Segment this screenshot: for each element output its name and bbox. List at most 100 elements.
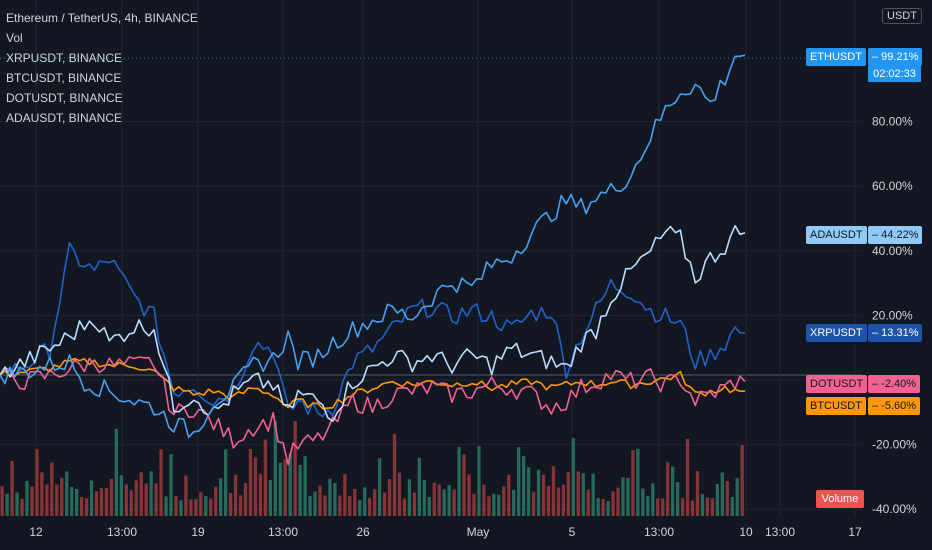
volume-bar (621, 477, 625, 516)
volume-bar (482, 484, 486, 516)
volume-bar (566, 472, 570, 516)
volume-bar (169, 454, 173, 516)
x-tick-label: 13:00 (107, 525, 137, 539)
y-tick-label: 60.00% (872, 179, 913, 193)
price-tag-value: – 13.31% (868, 324, 923, 342)
volume-bar (219, 478, 223, 516)
volume-bar (159, 449, 163, 516)
volume-bar (417, 457, 421, 516)
volume-bar (224, 449, 228, 516)
volume-bar (238, 495, 243, 516)
series-lines (0, 54, 746, 466)
volume-bar (253, 457, 258, 516)
volume-bar (392, 433, 397, 516)
y-tick-label: 80.00% (872, 115, 913, 129)
volume-bar (70, 486, 74, 516)
legend-xrp[interactable]: XRPUSDT, BINANCE (6, 51, 123, 65)
price-tag-name: DOTUSDT (806, 375, 868, 393)
y-tick-label: -20.00% (872, 438, 917, 452)
volume-bar (129, 490, 133, 516)
price-tag-value: – 99.21% (868, 48, 923, 66)
volume-bar (641, 488, 645, 516)
volume-bar (373, 489, 377, 516)
volume-bar (109, 478, 114, 516)
volume-bar (363, 487, 367, 516)
volume-bar (139, 472, 143, 516)
volume-bar (209, 498, 213, 516)
series-line-btcusdt (0, 357, 746, 410)
volume-bar (596, 497, 600, 516)
volume-bar (243, 482, 248, 516)
volume-bar (149, 471, 153, 516)
legend-dot[interactable]: DOTUSDT, BINANCE (6, 91, 123, 105)
volume-bar (313, 491, 317, 516)
volume-bar (40, 472, 44, 516)
volume-bar (164, 496, 168, 516)
y-tick-label: 20.00% (872, 308, 913, 322)
volume-bar (89, 480, 94, 516)
volume-bar (397, 472, 402, 516)
legend-ada[interactable]: ADAUSDT, BINANCE (6, 111, 123, 125)
volume-bar (333, 483, 337, 516)
volume-bar (214, 486, 218, 516)
volume-bar (675, 481, 680, 516)
volume-bar (328, 478, 332, 516)
legend-btc[interactable]: BTCUSDT, BINANCE (6, 71, 122, 85)
volume-bar (671, 466, 675, 516)
volume-bar (343, 474, 347, 516)
x-tick-label: 12 (29, 525, 43, 539)
volume-bar (472, 493, 476, 516)
volume-bar (442, 489, 446, 516)
currency-button[interactable]: USDT (882, 8, 922, 24)
volume-bar (99, 487, 104, 516)
volume-bar (194, 499, 198, 516)
volume-bar (402, 498, 407, 516)
eth-countdown: 02:02:33 (868, 66, 921, 82)
price-tag-name: BTCUSDT (806, 397, 866, 415)
volume-bar (606, 500, 610, 516)
x-tick-label: 19 (191, 525, 205, 539)
volume-bar (407, 479, 412, 516)
volume-bar (541, 474, 546, 516)
volume-bar (5, 493, 9, 516)
x-axis: 12 13:00 19 13:00 26 May 5 13:00 10 13:00 17 (29, 525, 862, 539)
legend-vol[interactable]: Vol (6, 31, 23, 45)
volume-bar (204, 496, 208, 516)
x-tick-label: May (467, 525, 490, 539)
volume-bar (79, 496, 84, 516)
volume-bar (432, 482, 436, 516)
volume-bar (611, 491, 615, 516)
volume-bar (512, 489, 516, 516)
volume-bar (616, 487, 620, 516)
volume-label: Volume (816, 490, 864, 508)
price-tag-value: – 44.22% (868, 226, 923, 244)
volume-bar (546, 486, 551, 516)
volume-bar (50, 462, 54, 516)
volume-bar (412, 492, 417, 516)
x-tick-label: 10 (739, 525, 753, 539)
volume-bar (45, 484, 49, 516)
volume-bar (184, 475, 188, 516)
volume-bar (283, 459, 287, 516)
volume-bar (536, 469, 541, 516)
volume-bar (457, 447, 461, 516)
x-tick-label: 26 (356, 525, 370, 539)
volume-bar (636, 448, 640, 516)
legend-title[interactable]: Ethereum / TetherUS, 4h, BINANCE (6, 11, 198, 25)
price-tag-name: XRPUSDT (806, 324, 867, 342)
volume-bar (377, 458, 382, 516)
volume-bar (437, 484, 441, 516)
volume-bar (65, 471, 69, 516)
volume-bar (700, 494, 705, 516)
volume-bar (556, 487, 561, 516)
volume-bar (288, 453, 292, 516)
volume-bar (382, 492, 387, 516)
price-tag-value: – -5.60% (868, 397, 921, 415)
volume-bar (492, 493, 496, 516)
volume-bar (368, 497, 372, 516)
volume-bar (248, 448, 253, 516)
volume-bar (298, 464, 302, 516)
volume-bar (263, 439, 268, 516)
volume-bar (730, 497, 734, 516)
